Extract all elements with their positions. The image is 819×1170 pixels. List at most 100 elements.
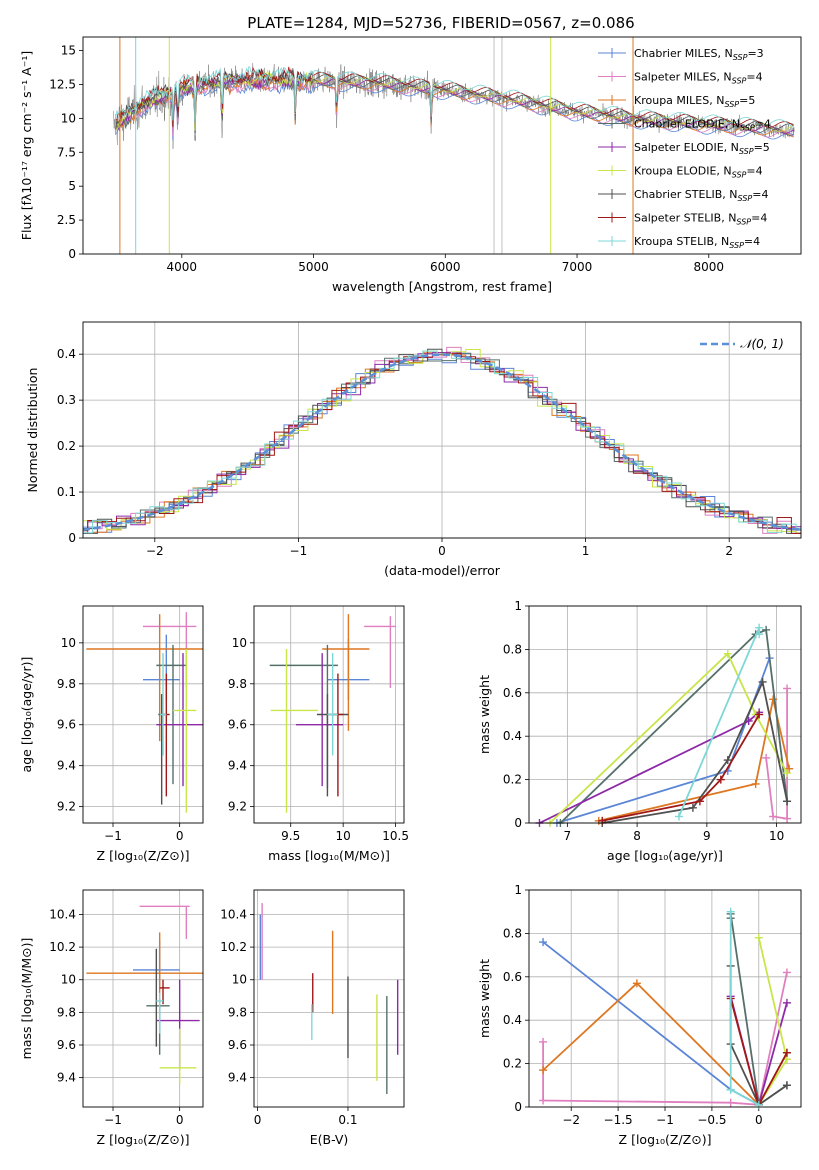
residual-histogram-KS: [83, 350, 801, 534]
mass_vs_Z-ytick-label: 9.8: [57, 1005, 76, 1019]
weight_vs_Z-ytick-label: 1: [514, 883, 522, 897]
mass_vs_Z-ytick-label: 10.2: [49, 940, 76, 954]
spectrum-ytick-label: 2.5: [57, 213, 76, 227]
weight_vs_age-ytick-label: 0.4: [503, 729, 522, 743]
age_vs_Z-frame: [82, 605, 204, 824]
legend-entry-SS: Salpeter STELIB, NSSP=4: [634, 212, 767, 227]
mass_vs_ebv-ytick-label: 10.2: [220, 940, 247, 954]
residuals-xtick-label: 1: [582, 544, 590, 558]
mass_vs_Z-ytick-label: 10.4: [49, 907, 76, 921]
weight_vs_age-marker-CS: [758, 677, 767, 686]
mass_vs_ebv-ytick-label: 9.8: [228, 1005, 247, 1019]
weight_vs_age-series-KE: [549, 652, 788, 823]
weight_vs_Z-marker-KM: [539, 1066, 548, 1075]
legend-entry-CM: Chabrier MILES, NSSP=3: [634, 47, 764, 62]
weight_vs_age-marker-KM: [769, 695, 778, 704]
spectrum-xtick-label: 6000: [430, 260, 461, 274]
legend-subscript: SSP: [739, 147, 754, 156]
residuals-frame: [82, 321, 802, 539]
weight_vs_Z-marker-CM: [539, 938, 548, 947]
weight_vs_age-xlabel: age [log₁₀(age/yr)]: [607, 848, 723, 863]
mass_vs_Z-axes: −1 0 9.4 9.6 9.8 10 10.2 10.4 Z [log₁₀(Z/Z⊙)] mas…: [19, 890, 203, 1147]
age_vs_Z-xlabel: Z [log₁₀(Z/Z⊙)]: [97, 848, 190, 863]
weight_vs_age-marker-KE: [783, 769, 792, 778]
legend-count: =4: [746, 165, 762, 178]
weight_vs_age-xtick-label: 7: [564, 829, 572, 843]
age_vs_mass-axes: 9.5 10 10.5 9.2 9.4 9.6 9.8 10 mass [log₁₀(M/M⊙)…: [228, 606, 409, 863]
legend-label: Kroupa ELODIE, N: [634, 165, 732, 178]
legend-count: =4: [755, 118, 771, 131]
mass_vs_ebv-ytick-label: 10: [232, 973, 247, 987]
weight_vs_age-marker-KM: [785, 764, 794, 773]
residuals-xtick-label: 0: [438, 544, 446, 558]
spectrum-model-KS: [115, 66, 794, 128]
weight_vs_Z-marker-CS: [782, 1081, 791, 1090]
spectrum-frame: [82, 36, 802, 255]
spectrum-ytick-label: 12.5: [49, 77, 76, 91]
gaussian-legend-label: 𝒩(0, 1): [740, 337, 784, 351]
age_vs_mass-point-KS: [327, 653, 338, 756]
weight_vs_Z-ylabel: mass weight: [477, 959, 492, 1038]
weight_vs_age-series-KM: [598, 699, 790, 822]
spectrum-legend: Chabrier MILES, NSSP=3 Salpeter MILES, NS…: [598, 47, 771, 250]
age_vs_Z-ytick-label: 9.4: [57, 759, 76, 773]
weight_vs_Z-marker-SM: [726, 1098, 735, 1107]
mass_vs_ebv-ytick-label: 9.4: [228, 1071, 247, 1085]
weight_vs_Z-marker-KS: [726, 907, 735, 916]
weight_vs_Z-marker-KM: [632, 979, 641, 988]
legend-count: =4: [744, 235, 760, 248]
weight_vs_age-marker-CE: [762, 625, 771, 634]
legend-label: Chabrier ELODIE, N: [634, 118, 740, 131]
weight_vs_Z-xtick-label: −1.5: [604, 1113, 633, 1127]
spectrum-xtick-label: 5000: [298, 260, 329, 274]
weight_vs_Z-ytick-label: 0.6: [503, 970, 522, 984]
legend-label: Salpeter ELODIE, N: [634, 141, 739, 154]
age_vs_mass-frame: [253, 605, 405, 824]
weight_vs_age-frame: [528, 605, 802, 824]
weight_vs_age-series-CE: [559, 628, 788, 823]
weight_vs_Z-ytick-label: 0.2: [503, 1057, 522, 1071]
age_vs_mass-ytick-label: 9.4: [228, 759, 247, 773]
age_vs_Z-point-KM: [86, 614, 203, 742]
spectrum-model-SE: [115, 72, 794, 134]
residuals-ytick-label: 0: [68, 531, 76, 545]
weight_vs_Z-xtick-label: −0.5: [697, 1113, 726, 1127]
weight_vs_Z-marker-SS: [782, 1048, 791, 1057]
age_vs_Z-xtick-label: 0: [176, 829, 184, 843]
age_vs_mass-point-KE: [270, 648, 318, 813]
residuals-xtick-label: −1: [290, 544, 308, 558]
weight_vs_age-ytick-label: 0: [514, 816, 522, 830]
residuals-ytick-label: 0.2: [57, 439, 76, 453]
residuals-ylabel: Normed distribution: [25, 368, 40, 493]
age_vs_Z-point-KE: [173, 648, 197, 813]
legend-label: Chabrier STELIB, N: [634, 188, 738, 201]
weight_vs_Z-xlabel: Z [log₁₀(Z/Z⊙)]: [619, 1132, 712, 1147]
weight_vs_age-marker-SM: [762, 753, 771, 762]
spectrum-ytick-label: 0: [68, 247, 76, 261]
legend-count: =4: [751, 212, 767, 225]
legend-entry-SM: Salpeter MILES, NSSP=4: [634, 71, 763, 86]
weight_vs_Z-marker-SM: [539, 1096, 548, 1105]
weight_vs_Z-marker-SM: [782, 968, 791, 977]
age_vs_mass-xlabel: mass [log₁₀(M/M⊙)]: [268, 848, 390, 863]
mass_vs_Z-point-SM: [139, 905, 190, 939]
spectrum-axes: 4000 5000 6000 7000 8000 0 2.5 5 7.5 10 12.5 15 wave…: [19, 44, 724, 294]
legend-entry-KE: Kroupa ELODIE, NSSP=4: [634, 165, 763, 180]
mass_vs_ebv-ytick-label: 10.4: [220, 907, 247, 921]
legend-subscript: SSP: [729, 241, 744, 250]
weight_vs_age-series-SM: [765, 688, 788, 820]
legend-entry-CE: Chabrier ELODIE, NSSP=4: [634, 118, 771, 133]
legend-label: Kroupa STELIB, N: [634, 235, 729, 248]
spectrum-xtick-label: 7000: [562, 260, 593, 274]
legend-label: Kroupa MILES, N: [634, 94, 724, 107]
weight_vs_Z-xtick-label: 0: [755, 1113, 763, 1127]
mass_vs_Z-xtick-label: 0: [176, 1113, 184, 1127]
spectrum-ytick-label: 15: [61, 44, 76, 58]
mass_vs_ebv-ytick-label: 9.6: [228, 1038, 247, 1052]
mass_vs_Z-ytick-label: 9.6: [57, 1038, 76, 1052]
spectrum-xlabel: wavelength [Angstrom, rest frame]: [332, 279, 552, 294]
mass_vs_Z-point-KM: [86, 932, 203, 997]
weight_vs_age-series-SS: [602, 714, 760, 822]
weight_vs_Z-frame: [528, 889, 802, 1108]
age_vs_Z-xtick-label: −1: [104, 829, 122, 843]
